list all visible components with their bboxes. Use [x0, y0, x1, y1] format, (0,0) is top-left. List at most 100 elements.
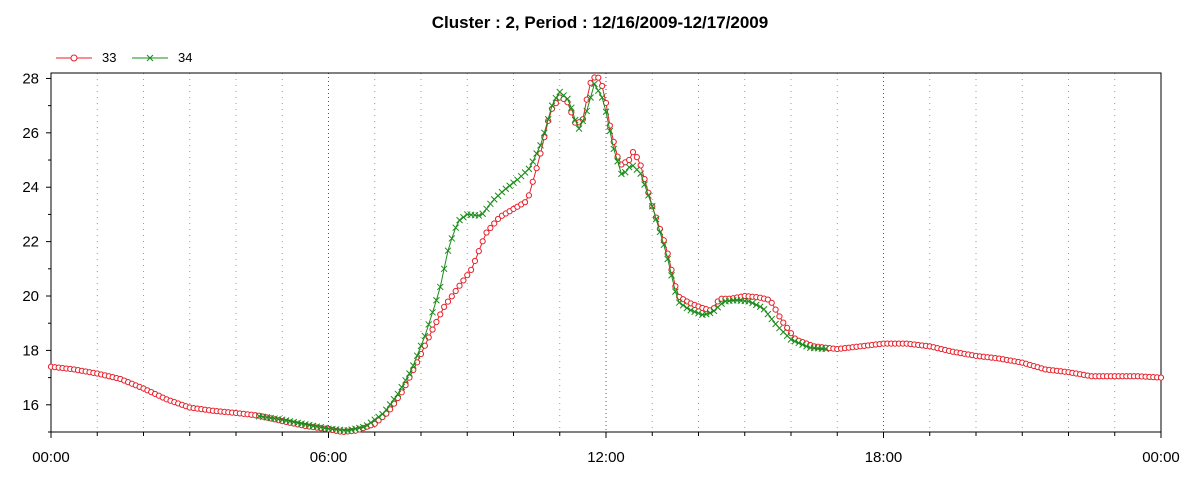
- data-point-34: [429, 308, 436, 316]
- legend-item-33: 33: [56, 48, 126, 68]
- x-tick-label: 00:00: [1142, 449, 1180, 466]
- data-point-34: [421, 332, 429, 340]
- data-point-34: [591, 80, 598, 88]
- data-point-33: [441, 303, 448, 310]
- data-point-34: [768, 315, 776, 323]
- x-tick-label: 18:00: [865, 449, 903, 466]
- data-point-34: [571, 116, 579, 124]
- data-point-34: [702, 310, 710, 318]
- data-point-33: [475, 248, 482, 255]
- data-point-33: [494, 215, 502, 223]
- data-point-33: [772, 306, 779, 313]
- data-point-33: [429, 326, 436, 333]
- legend-label-33: 33: [102, 50, 117, 65]
- data-point-34: [483, 205, 490, 213]
- data-point-34: [406, 370, 413, 377]
- data-point-34: [510, 179, 517, 187]
- data-point-33: [433, 318, 440, 326]
- data-point-33: [768, 299, 775, 306]
- data-point-34: [652, 215, 660, 223]
- data-point-34: [382, 406, 390, 414]
- data-point-34: [679, 301, 687, 309]
- series: [47, 74, 1165, 435]
- chart-title: Cluster : 2, Period : 12/16/2009-12/17/2…: [431, 13, 769, 32]
- data-point-34: [567, 104, 575, 112]
- data-point-34: [598, 94, 606, 101]
- data-point-34: [687, 306, 695, 314]
- data-point-33: [460, 277, 467, 284]
- data-point-34: [606, 127, 614, 135]
- legend-swatch-34: [132, 54, 168, 62]
- series-line-34: [259, 82, 826, 432]
- y-tick-label: 28: [22, 70, 39, 87]
- data-point-34: [448, 235, 456, 242]
- data-point-33: [421, 342, 428, 349]
- data-point-34: [394, 390, 402, 398]
- data-point-34: [529, 158, 537, 166]
- data-point-34: [533, 150, 540, 157]
- data-point-34: [756, 303, 764, 311]
- data-point-33: [387, 406, 394, 413]
- data-point-33: [452, 287, 459, 295]
- data-point-33: [764, 296, 771, 303]
- data-point-33: [464, 272, 471, 279]
- data-point-34: [375, 413, 382, 421]
- data-point-34: [621, 168, 629, 176]
- data-point-34: [614, 158, 621, 165]
- data-point-34: [660, 241, 668, 249]
- x-tick-label: 00:00: [32, 449, 70, 466]
- data-point-33: [583, 96, 590, 103]
- data-point-34: [648, 202, 656, 210]
- data-point-33: [448, 293, 455, 300]
- data-point-34: [602, 108, 610, 116]
- data-point-34: [402, 376, 409, 384]
- data-point-34: [718, 300, 725, 307]
- data-point-34: [398, 383, 406, 391]
- y-tick-label: 26: [22, 125, 39, 142]
- data-point-33: [633, 154, 640, 161]
- data-point-33: [491, 220, 498, 227]
- data-point-34: [625, 163, 633, 171]
- y-tick-label: 22: [22, 234, 39, 251]
- data-point-33: [780, 319, 787, 326]
- data-point-33: [525, 192, 533, 199]
- data-point-34: [795, 339, 803, 347]
- data-point-33: [456, 282, 463, 289]
- data-point-34: [479, 210, 487, 218]
- data-point-34: [552, 94, 560, 102]
- data-point-34: [390, 395, 398, 403]
- data-point-33: [587, 79, 594, 86]
- data-point-34: [675, 299, 683, 306]
- data-point-34: [579, 117, 587, 125]
- series-33: [47, 74, 1165, 435]
- data-point-33: [437, 311, 444, 318]
- data-point-34: [575, 125, 583, 132]
- axes: 00:00 06:00 12:00 18:00 00:00 16 18 20 22 24 26 28: [22, 70, 1179, 466]
- data-point-34: [645, 192, 652, 199]
- data-point-33: [599, 82, 606, 90]
- data-point-33: [560, 95, 567, 103]
- data-point-34: [706, 309, 714, 317]
- data-point-34: [618, 170, 625, 178]
- data-point-33: [537, 150, 544, 157]
- data-point-34: [475, 212, 483, 219]
- data-point-34: [452, 224, 460, 232]
- data-point-33: [483, 229, 490, 236]
- data-point-34: [791, 337, 799, 345]
- data-point-34: [548, 102, 556, 109]
- data-point-33: [444, 298, 452, 305]
- data-point-34: [656, 228, 664, 236]
- data-point-34: [564, 95, 571, 103]
- data-point-34: [444, 247, 452, 255]
- y-tick-label: 24: [22, 179, 39, 196]
- data-point-34: [664, 255, 672, 263]
- data-point-34: [695, 309, 702, 317]
- data-point-34: [525, 165, 533, 173]
- series-34: [255, 80, 830, 434]
- legend-item-34: 34: [132, 48, 202, 68]
- data-point-34: [610, 145, 618, 153]
- data-point-34: [440, 265, 448, 273]
- data-point-34: [587, 94, 594, 101]
- data-point-34: [544, 115, 552, 123]
